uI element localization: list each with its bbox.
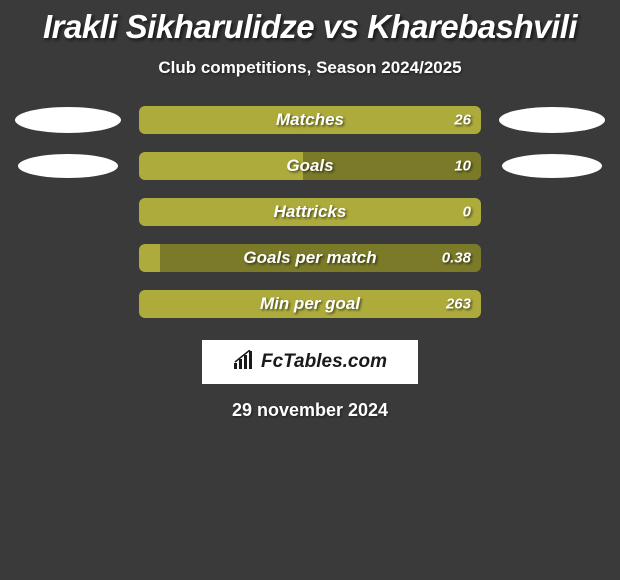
- stat-bar: Min per goal 263: [139, 290, 481, 318]
- stat-value: 26: [454, 112, 471, 129]
- stat-value: 0: [463, 204, 471, 221]
- stat-value: 10: [454, 158, 471, 175]
- stat-bar-fill: [139, 244, 160, 272]
- subtitle: Club competitions, Season 2024/2025: [0, 58, 620, 78]
- stat-bar: Matches 26: [139, 106, 481, 134]
- stat-row: Min per goal 263: [0, 290, 620, 318]
- stat-bar: Hattricks 0: [139, 198, 481, 226]
- stat-label: Goals: [286, 156, 333, 176]
- date-text: 29 november 2024: [0, 400, 620, 421]
- stat-row: Matches 26: [0, 106, 620, 134]
- stat-row: Goals per match 0.38: [0, 244, 620, 272]
- right-ellipse: [499, 107, 605, 133]
- stat-value: 263: [446, 296, 471, 313]
- right-ellipse: [502, 154, 602, 178]
- stat-value: 0.38: [442, 250, 471, 267]
- chart-icon: [233, 350, 255, 375]
- stat-bar: Goals per match 0.38: [139, 244, 481, 272]
- stat-row: Hattricks 0: [0, 198, 620, 226]
- stat-label: Min per goal: [260, 294, 360, 314]
- stat-rows: Matches 26 Goals 10 Hattricks 0 Goals per matc…: [0, 106, 620, 318]
- stat-label: Goals per match: [243, 248, 376, 268]
- stat-label: Hattricks: [274, 202, 347, 222]
- left-ellipse: [18, 154, 118, 178]
- stat-row: Goals 10: [0, 152, 620, 180]
- stat-bar-fill: [139, 152, 303, 180]
- page-title: Irakli Sikharulidze vs Kharebashvili: [0, 0, 620, 46]
- logo-box: FcTables.com: [202, 340, 418, 384]
- left-ellipse: [15, 107, 121, 133]
- logo-text: FcTables.com: [261, 351, 387, 373]
- stat-bar: Goals 10: [139, 152, 481, 180]
- stat-label: Matches: [276, 110, 344, 130]
